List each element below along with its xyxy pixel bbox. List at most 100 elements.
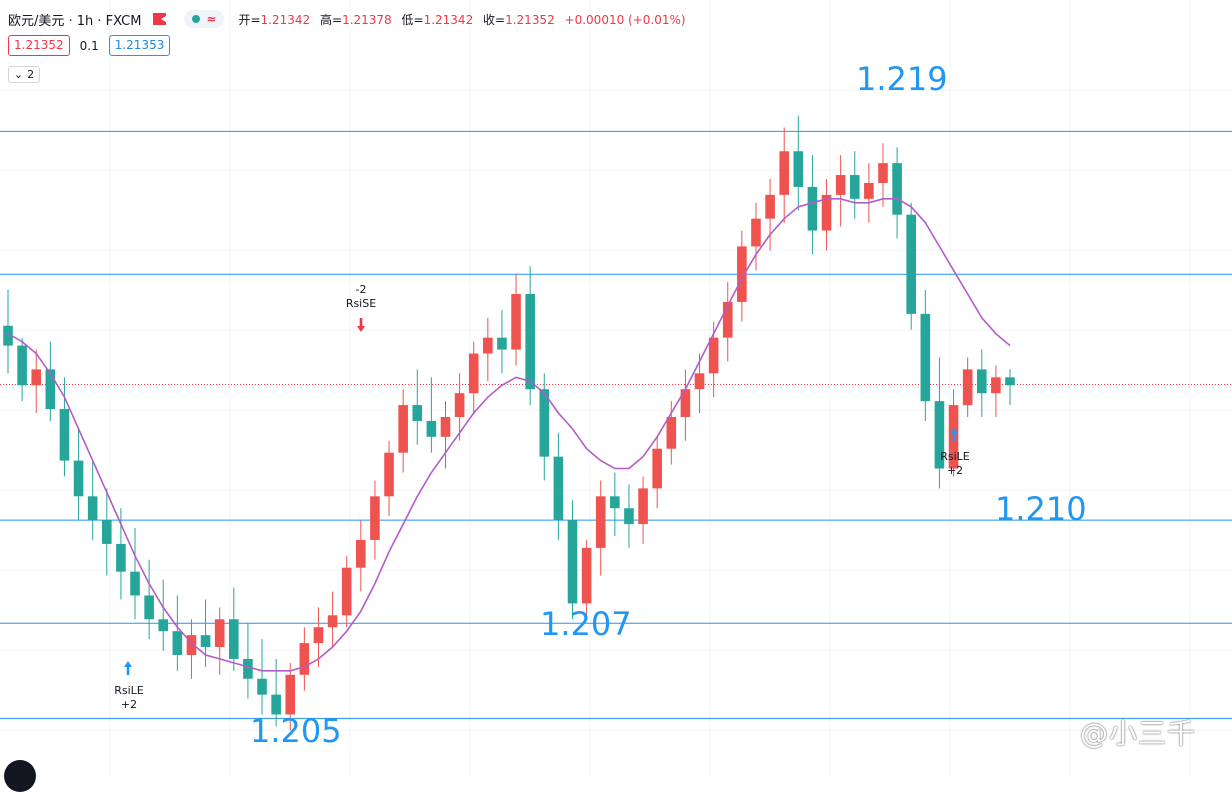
moving-average-line [7, 198, 1011, 672]
horizontal-levels [0, 130, 1232, 719]
buy-price-button[interactable]: 1.21353 [108, 35, 171, 56]
buy-arrow-icon [950, 428, 958, 442]
candle-body [525, 294, 535, 390]
signal-rsise: -2 RsiSE [342, 283, 380, 311]
candle-body [172, 631, 183, 655]
symbol-name[interactable]: 欧元/美元 · 1h · FXCM [8, 13, 142, 29]
candle-body [271, 694, 281, 715]
candle-body [341, 567, 352, 616]
candle-body [666, 416, 677, 449]
signal-qty: +2 [946, 464, 964, 477]
candle-body [200, 635, 211, 648]
candle-body [45, 369, 56, 410]
candle-body [835, 175, 846, 195]
candle-body [31, 369, 42, 386]
signal-qty: +2 [120, 698, 138, 711]
low-value: 1.21342 [423, 12, 474, 27]
candle-body [130, 571, 140, 596]
wave-icon: ≈ [206, 12, 217, 26]
candle-body [17, 345, 27, 386]
candle-body [864, 182, 874, 199]
candle-body [327, 615, 338, 628]
candle-body [440, 416, 451, 437]
candle-body [412, 405, 423, 421]
candle-body [158, 619, 169, 632]
candle-body [567, 520, 578, 604]
candle-body [765, 194, 775, 219]
signal-name: RsiSE [345, 297, 377, 310]
symbol-header: 欧元/美元 · 1h · FXCM ≈ 开=1.21342 高=1.21378 … [8, 9, 686, 29]
candle-body [751, 218, 761, 247]
candle-body [652, 448, 662, 489]
candle-body [370, 496, 380, 540]
candle-body [313, 627, 324, 644]
indicator-count: 2 [27, 68, 35, 81]
candle-body [116, 543, 126, 572]
chevron-down-icon: ⌄ [13, 68, 24, 81]
bid-ask-row: 1.21352 0.1 1.21353 [8, 35, 171, 56]
candle-body [821, 194, 832, 231]
level-label-1219: 1.219 [856, 60, 948, 98]
sell-price-button[interactable]: 1.21352 [8, 35, 70, 56]
candle-body [186, 635, 197, 655]
candle-body [3, 325, 13, 346]
candle-body [737, 246, 747, 302]
candle-body [1005, 377, 1015, 386]
candle-body [595, 496, 606, 548]
candle-body [892, 163, 902, 215]
candle-body [849, 175, 860, 199]
candle-body [624, 508, 634, 525]
ohlc-values: 开=1.21342 高=1.21378 低=1.21342 收=1.21352 … [238, 11, 685, 28]
candle-body [906, 214, 917, 314]
signal-name: RsiLE [114, 684, 144, 697]
indicators-toggle[interactable]: ⌄ 2 [8, 66, 40, 83]
candle-body [454, 393, 465, 417]
candle-body [680, 389, 691, 417]
logo-icon[interactable] [4, 760, 36, 792]
candle-body [101, 520, 112, 544]
price-chart[interactable] [0, 0, 1232, 774]
level-label-1210: 1.210 [995, 490, 1087, 528]
market-open-icon [192, 15, 201, 23]
signal-rsile-2: RsiLE +2 [936, 450, 974, 478]
candle-body [426, 420, 437, 437]
candle-body [483, 337, 493, 354]
candle-body [553, 456, 564, 521]
grid [0, 0, 1232, 774]
candle-body [638, 488, 648, 525]
candle-body [229, 619, 239, 659]
candle-body [807, 186, 818, 231]
candle-body [722, 301, 733, 338]
change-value: +0.00010 (+0.01%) [564, 12, 686, 27]
candle-body [87, 496, 98, 521]
signal-name: RsiLE [940, 450, 970, 463]
low-label: 低= [401, 12, 424, 27]
sell-arrow-icon [357, 318, 365, 332]
high-label: 高= [320, 12, 343, 27]
candle-body [934, 401, 945, 469]
candle-body [962, 369, 973, 406]
candle-body [468, 353, 479, 394]
candle-body [991, 377, 1001, 394]
candle-body [694, 373, 705, 390]
market-status-pill[interactable]: ≈ [184, 10, 225, 28]
candle-body [497, 337, 507, 350]
candle-body [539, 389, 550, 457]
close-value: 1.21352 [505, 12, 555, 27]
buy-arrow-icon [124, 661, 132, 675]
flag-icon[interactable] [153, 13, 167, 25]
candle-body [144, 595, 154, 620]
spread-value: 0.1 [79, 38, 99, 53]
candle-body [59, 409, 70, 461]
candle-body [398, 405, 408, 453]
candle-body [285, 674, 296, 715]
candle-body [356, 539, 366, 568]
level-label-1205: 1.205 [250, 712, 342, 750]
open-label: 开= [238, 12, 261, 27]
candles [3, 115, 1015, 731]
signal-qty: -2 [355, 283, 367, 296]
open-value: 1.21342 [260, 12, 311, 27]
level-label-1207: 1.207 [540, 605, 632, 643]
candle-body [610, 496, 620, 509]
candle-body [708, 337, 719, 374]
